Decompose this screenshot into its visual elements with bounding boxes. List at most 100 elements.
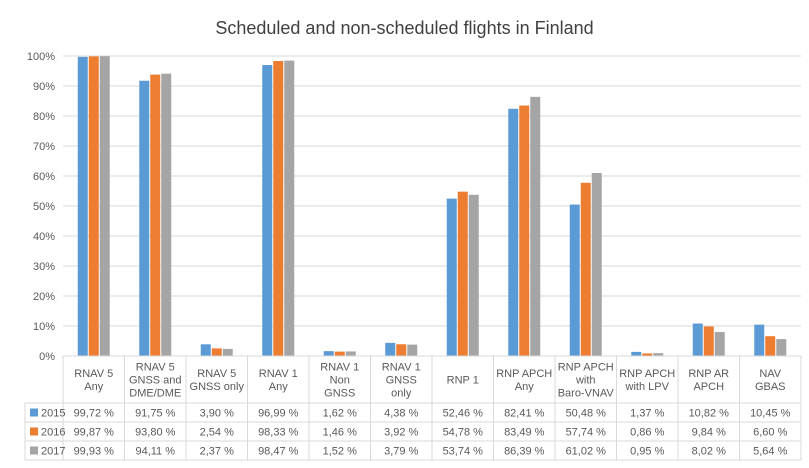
bar: [396, 344, 407, 356]
x-tick-label: RNAV 5: [74, 368, 113, 380]
data-label: 94,11 %: [135, 446, 175, 458]
data-label: 91,75 %: [135, 408, 176, 420]
bar: [468, 194, 479, 356]
y-tick-label: 80%: [33, 111, 55, 123]
data-label: 6,60 %: [753, 427, 787, 439]
x-tick-label: with: [575, 375, 596, 387]
bar: [99, 56, 110, 357]
data-label: 10,45 %: [750, 408, 791, 420]
x-tick-label: RNP APCH: [619, 368, 675, 380]
y-tick-label: 60%: [33, 171, 55, 183]
data-label: 57,74 %: [566, 427, 607, 439]
data-label: 61,02 %: [566, 446, 607, 458]
data-label: 1,62 %: [323, 408, 357, 420]
data-label: 2,54 %: [200, 427, 234, 439]
bar: [714, 331, 725, 356]
bar: [200, 344, 211, 356]
data-label: 86,39 %: [504, 446, 545, 458]
bar: [653, 353, 664, 356]
bar: [161, 73, 172, 357]
data-label: 1,52 %: [323, 446, 357, 458]
legend-label: 2015: [41, 408, 65, 420]
data-label: 4,38 %: [384, 408, 418, 420]
bar: [284, 60, 295, 357]
data-label: 5,64 %: [753, 446, 787, 458]
bar: [407, 344, 418, 356]
bar: [345, 351, 356, 356]
bar: [692, 323, 703, 356]
data-label: 3,90 %: [200, 408, 234, 420]
bar: [77, 56, 88, 357]
bar: [273, 61, 284, 356]
bar: [222, 348, 233, 356]
x-tick-label: Any: [269, 381, 288, 393]
bar: [519, 105, 530, 356]
x-tick-label: RNP APCH: [558, 362, 614, 374]
bar: [150, 74, 161, 356]
data-label: 3,92 %: [384, 427, 418, 439]
bar: [569, 204, 580, 356]
bar: [139, 80, 150, 356]
data-label: 54,78 %: [443, 427, 484, 439]
data-label: 0,86 %: [630, 427, 664, 439]
y-tick-label: 10%: [33, 321, 55, 333]
x-tick-label: with LPV: [625, 381, 670, 393]
data-label: 99,72 %: [74, 408, 115, 420]
x-tick-label: NAV: [759, 368, 781, 380]
bar: [776, 339, 787, 356]
x-tick-label: only: [391, 388, 412, 400]
legend-label: 2017: [41, 446, 65, 458]
x-tick-label: GNSS: [386, 375, 417, 387]
x-tick-label: GNSS: [324, 388, 355, 400]
bar: [703, 326, 714, 356]
bar: [385, 342, 396, 356]
x-tick-label: RNP 1: [447, 375, 479, 387]
bar: [754, 324, 765, 356]
data-label: 8,02 %: [692, 446, 726, 458]
bar: [765, 336, 776, 356]
legend-label: 2016: [41, 427, 65, 439]
data-label: 3,79 %: [384, 446, 418, 458]
data-label: 98,33 %: [258, 427, 299, 439]
bar: [88, 56, 99, 356]
bar: [262, 65, 273, 356]
x-tick-label: RNAV 1: [320, 362, 359, 374]
bar: [211, 348, 222, 356]
data-label: 50,48 %: [566, 408, 607, 420]
x-tick-label: Any: [84, 381, 103, 393]
data-label: 2,37 %: [200, 446, 234, 458]
bar: [580, 182, 591, 356]
bar: [508, 108, 519, 357]
x-tick-label: RNAV 1: [259, 368, 298, 380]
data-label: 0,95 %: [630, 446, 664, 458]
legend-key: [30, 446, 38, 455]
data-label: 93,80 %: [135, 427, 176, 439]
data-label: 96,99 %: [258, 408, 299, 420]
x-tick-label: APCH: [693, 381, 724, 393]
data-label: 83,49 %: [504, 427, 545, 439]
data-label: 99,87 %: [74, 427, 115, 439]
bar: [334, 351, 345, 356]
x-tick-label: Any: [515, 381, 534, 393]
x-tick-label: GNSS and: [129, 375, 182, 387]
x-tick-label: Baro-VNAV: [558, 388, 615, 400]
y-tick-label: 100%: [27, 51, 55, 63]
x-tick-label: RNP APCH: [496, 368, 552, 380]
y-tick-label: 30%: [33, 261, 55, 273]
bar: [446, 198, 457, 356]
data-label: 1,46 %: [323, 427, 357, 439]
chart-title: Scheduled and non-scheduled flights in F…: [215, 18, 594, 38]
bar: [642, 353, 653, 356]
bar: [457, 191, 468, 356]
x-tick-label: GNSS only: [190, 381, 245, 393]
data-label: 9,84 %: [692, 427, 726, 439]
data-label: 52,46 %: [443, 408, 484, 420]
data-label: 98,47 %: [258, 446, 299, 458]
y-tick-label: 90%: [33, 81, 55, 93]
y-tick-label: 50%: [33, 201, 55, 213]
x-tick-label: Non: [330, 375, 350, 387]
data-label: 82,41 %: [504, 408, 545, 420]
y-tick-label: 40%: [33, 231, 55, 243]
x-tick-label: DME/DME: [129, 388, 181, 400]
